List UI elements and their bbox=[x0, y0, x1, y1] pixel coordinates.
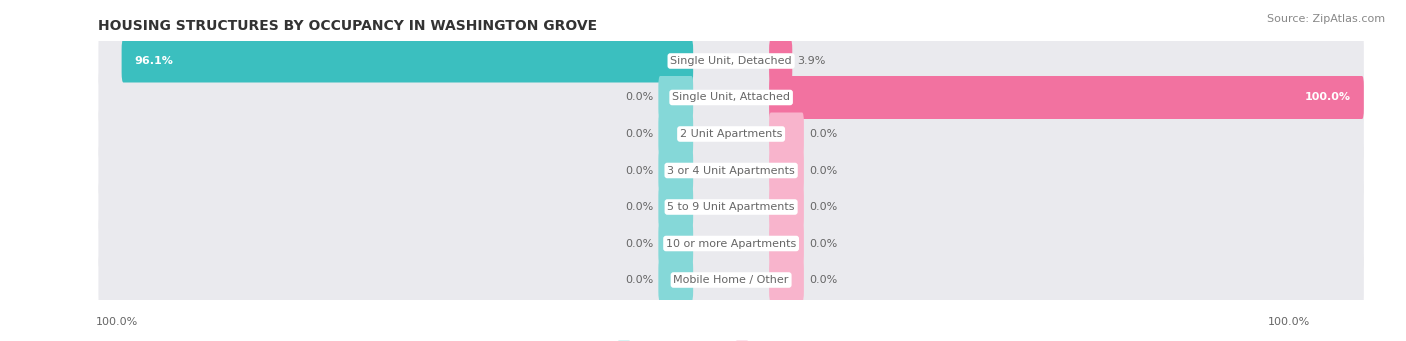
Text: HOUSING STRUCTURES BY OCCUPANCY IN WASHINGTON GROVE: HOUSING STRUCTURES BY OCCUPANCY IN WASHI… bbox=[98, 19, 598, 33]
Text: 3.9%: 3.9% bbox=[797, 56, 825, 66]
Text: 0.0%: 0.0% bbox=[808, 165, 837, 176]
FancyBboxPatch shape bbox=[121, 40, 693, 83]
Text: Source: ZipAtlas.com: Source: ZipAtlas.com bbox=[1267, 14, 1385, 24]
FancyBboxPatch shape bbox=[769, 149, 804, 192]
Text: 0.0%: 0.0% bbox=[808, 238, 837, 249]
FancyBboxPatch shape bbox=[658, 113, 693, 155]
Text: 0.0%: 0.0% bbox=[626, 165, 654, 176]
FancyBboxPatch shape bbox=[98, 106, 1364, 162]
Text: Mobile Home / Other: Mobile Home / Other bbox=[673, 275, 789, 285]
FancyBboxPatch shape bbox=[98, 216, 1364, 272]
FancyBboxPatch shape bbox=[98, 69, 1364, 125]
Text: 0.0%: 0.0% bbox=[626, 202, 654, 212]
FancyBboxPatch shape bbox=[769, 186, 804, 228]
FancyBboxPatch shape bbox=[769, 258, 804, 301]
Text: 2 Unit Apartments: 2 Unit Apartments bbox=[681, 129, 782, 139]
Text: Single Unit, Attached: Single Unit, Attached bbox=[672, 92, 790, 103]
FancyBboxPatch shape bbox=[98, 33, 1364, 89]
FancyBboxPatch shape bbox=[658, 149, 693, 192]
Text: 0.0%: 0.0% bbox=[808, 129, 837, 139]
Text: 100.0%: 100.0% bbox=[1268, 317, 1310, 327]
Text: Single Unit, Detached: Single Unit, Detached bbox=[671, 56, 792, 66]
FancyBboxPatch shape bbox=[769, 40, 792, 83]
FancyBboxPatch shape bbox=[769, 76, 1364, 119]
Text: 100.0%: 100.0% bbox=[1305, 92, 1351, 103]
Text: 0.0%: 0.0% bbox=[808, 275, 837, 285]
Text: 0.0%: 0.0% bbox=[626, 129, 654, 139]
Text: 0.0%: 0.0% bbox=[808, 202, 837, 212]
FancyBboxPatch shape bbox=[658, 222, 693, 265]
FancyBboxPatch shape bbox=[98, 252, 1364, 308]
Text: 3 or 4 Unit Apartments: 3 or 4 Unit Apartments bbox=[668, 165, 794, 176]
FancyBboxPatch shape bbox=[658, 258, 693, 301]
FancyBboxPatch shape bbox=[658, 76, 693, 119]
Text: 96.1%: 96.1% bbox=[134, 56, 173, 66]
FancyBboxPatch shape bbox=[98, 143, 1364, 198]
Text: 0.0%: 0.0% bbox=[626, 92, 654, 103]
Text: 10 or more Apartments: 10 or more Apartments bbox=[666, 238, 796, 249]
Text: 0.0%: 0.0% bbox=[626, 238, 654, 249]
FancyBboxPatch shape bbox=[769, 113, 804, 155]
Text: 100.0%: 100.0% bbox=[96, 317, 138, 327]
FancyBboxPatch shape bbox=[769, 222, 804, 265]
FancyBboxPatch shape bbox=[658, 186, 693, 228]
Text: 5 to 9 Unit Apartments: 5 to 9 Unit Apartments bbox=[668, 202, 794, 212]
Text: 0.0%: 0.0% bbox=[626, 275, 654, 285]
FancyBboxPatch shape bbox=[98, 179, 1364, 235]
